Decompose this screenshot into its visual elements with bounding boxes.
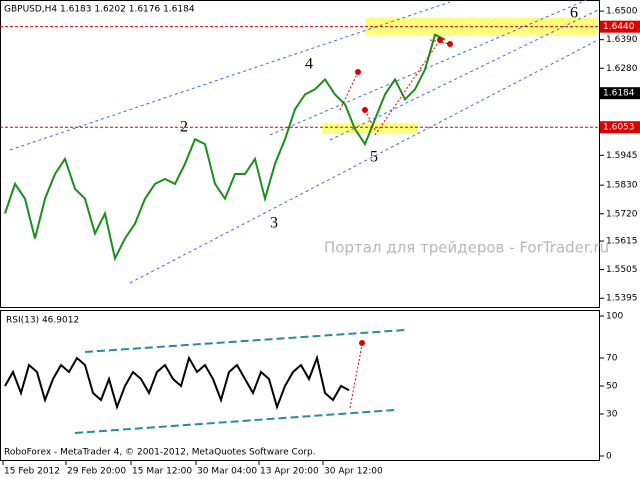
y-tick-label: 100 bbox=[606, 312, 623, 322]
y-tick-label: 1.6390 bbox=[606, 35, 638, 45]
footer: RoboForex - MetaTrader 4, © 2001-2012, M… bbox=[4, 448, 316, 458]
y-tick-label: 1.5395 bbox=[606, 294, 638, 304]
y-tick-label: 70 bbox=[606, 354, 618, 364]
arrow bbox=[349, 344, 363, 409]
rsi-channel bbox=[74, 409, 396, 434]
y-tick-label: 50 bbox=[606, 382, 618, 392]
y-tick-label: 1.5615 bbox=[606, 237, 638, 247]
arrow-head bbox=[359, 340, 365, 346]
y-tick-label: 1.6500 bbox=[606, 7, 638, 17]
wave-label: 4 bbox=[305, 56, 313, 73]
series-line bbox=[4, 354, 350, 411]
y-tick-label: 0 bbox=[606, 452, 612, 462]
x-tick-label: 30 Mar 04:00 bbox=[197, 467, 257, 477]
y-tick-label: 30 bbox=[606, 410, 618, 420]
arrow-head bbox=[447, 41, 453, 47]
arrow bbox=[429, 39, 451, 45]
last-price-label: 1.6184 bbox=[603, 89, 635, 99]
wave-label: 6 bbox=[570, 5, 578, 22]
y-tick-label: 1.5505 bbox=[606, 265, 638, 275]
rsi-channel bbox=[84, 329, 406, 353]
series-line bbox=[4, 33, 446, 262]
x-tick-label: 13 Apr 20:00 bbox=[260, 467, 319, 477]
level-label: 1.6440 bbox=[603, 22, 635, 32]
watermark: Портал для трейдеров - ForTrader.ru bbox=[324, 239, 609, 257]
rsi-panel bbox=[0, 310, 600, 461]
wave-label: 5 bbox=[370, 149, 378, 166]
main-panel bbox=[0, 0, 600, 308]
y-tick-label: 1.6280 bbox=[606, 64, 638, 74]
x-tick-label: 30 Apr 12:00 bbox=[324, 467, 383, 477]
y-tick-label: 1.5945 bbox=[606, 151, 638, 161]
channel-line bbox=[129, 39, 599, 284]
last-price-box bbox=[600, 87, 640, 100]
wave-label: 2 bbox=[180, 119, 188, 136]
chart-title: GBPUSD,H4 1.6183 1.6202 1.6176 1.6184 bbox=[4, 5, 195, 15]
level-label: 1.6053 bbox=[603, 123, 635, 133]
y-tick-label: 1.5720 bbox=[606, 209, 638, 219]
arrow bbox=[374, 39, 441, 136]
rsi-title: RSI(13) 46.9012 bbox=[6, 316, 79, 326]
x-tick-label: 29 Feb 20:00 bbox=[67, 467, 126, 477]
target-zone bbox=[322, 122, 418, 134]
arrow-head bbox=[362, 107, 368, 113]
x-tick-label: 15 Mar 12:00 bbox=[132, 467, 192, 477]
level-box bbox=[600, 20, 640, 33]
level-box bbox=[600, 121, 640, 134]
arrow bbox=[339, 71, 359, 111]
wave-label: 3 bbox=[270, 215, 278, 232]
x-tick-label: 15 Feb 2012 bbox=[4, 467, 60, 477]
y-tick-label: 1.5830 bbox=[606, 181, 638, 191]
arrow-head bbox=[355, 69, 361, 75]
